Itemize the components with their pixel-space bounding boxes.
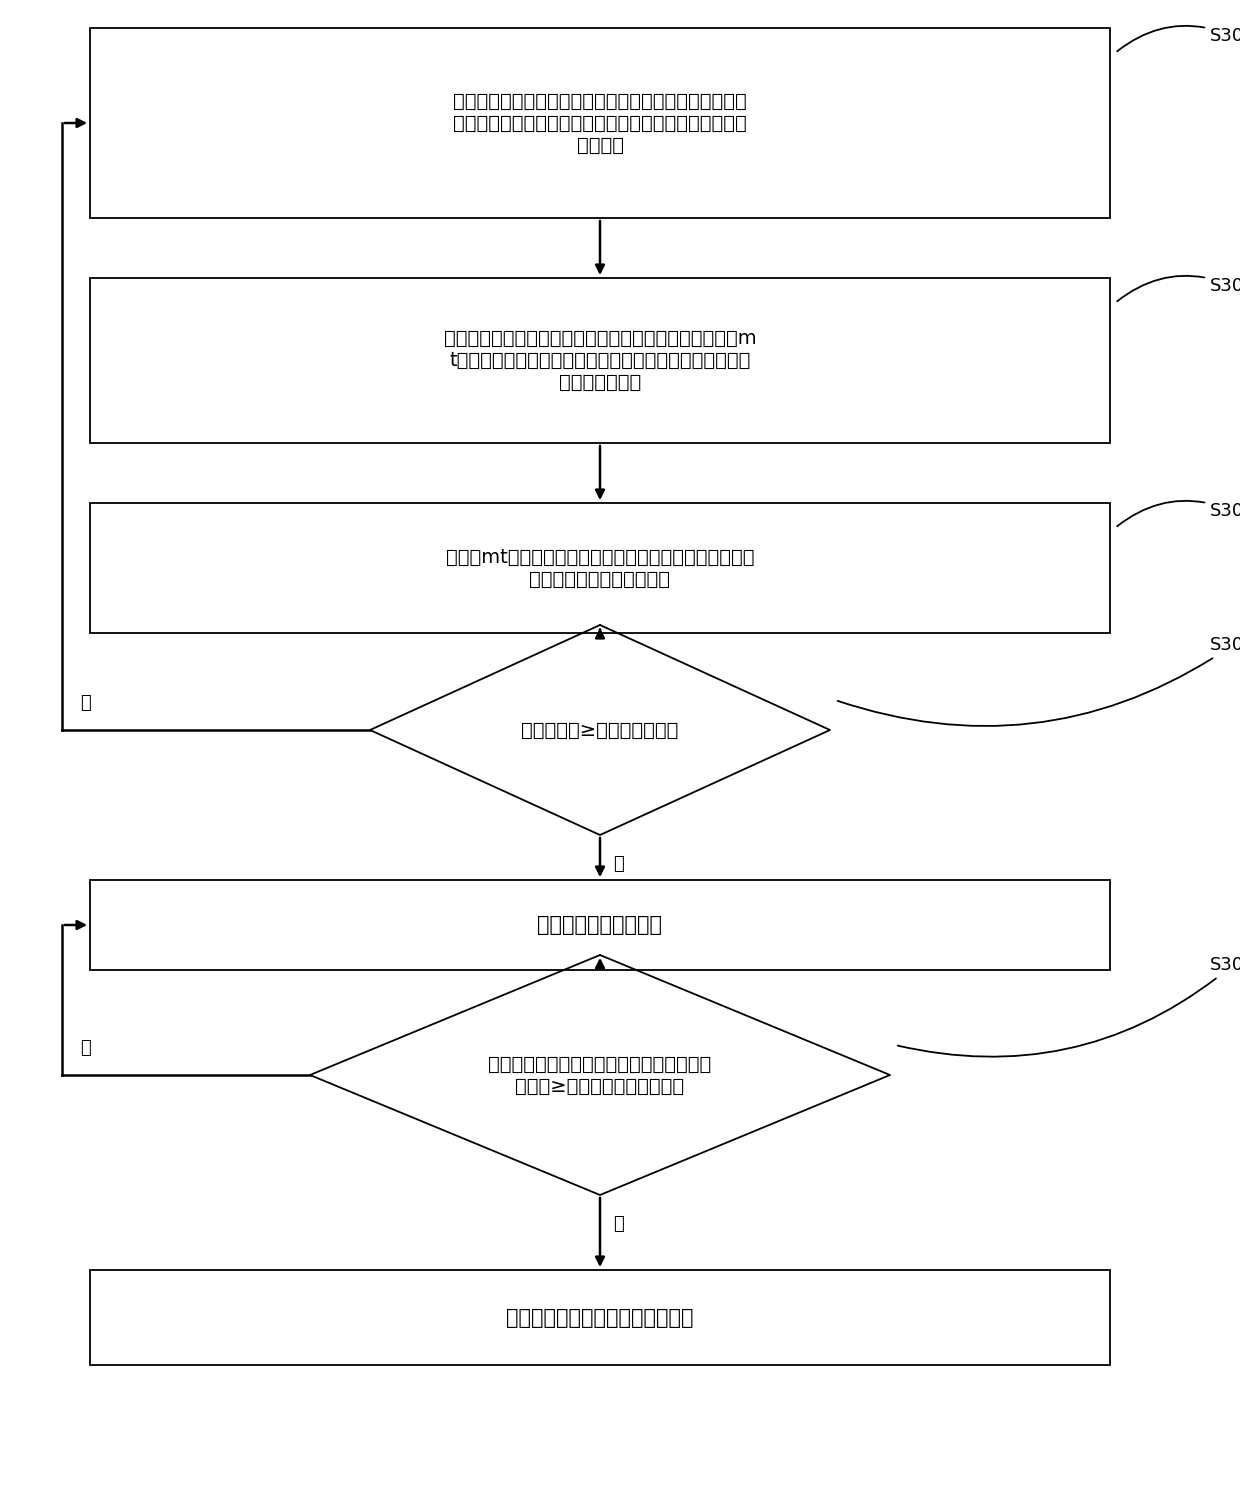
Text: 识别到火焊，并输出火焊报警信号: 识别到火焊，并输出火焊报警信号 bbox=[506, 1307, 693, 1328]
Text: 是: 是 bbox=[613, 1215, 624, 1233]
Text: 根据在mt时间窗口内的动态信号平均强度以及动态信号离
散性，得到动态信号特征值: 根据在mt时间窗口内的动态信号平均强度以及动态信号离 散性，得到动态信号特征值 bbox=[445, 547, 754, 588]
Text: 根据红外动态信号量化值和紫外动态信号量化值，计算在m
t时间窗口内的动态信号平均强度以及动态信号离散性，并
统计离散性计数: 根据红外动态信号量化值和紫外动态信号量化值，计算在m t时间窗口内的动态信号平均… bbox=[444, 329, 756, 391]
Text: 在一定周期的采样时间获取红外动态信号和紫外动态信号
，分别进行量化，得到红外动态信号量化值和紫外动态信
号量化值: 在一定周期的采样时间获取红外动态信号和紫外动态信号 ，分别进行量化，得到红外动态… bbox=[453, 92, 746, 154]
Text: S302: S302 bbox=[1117, 277, 1240, 301]
Bar bbox=[91, 278, 1110, 443]
Text: 否: 否 bbox=[81, 1040, 91, 1058]
Text: 动态信号特征值与背景噪声信号特征值之间
的差値≥识别信号特征值门限？: 动态信号特征值与背景噪声信号特征值之间 的差値≥识别信号特征值门限？ bbox=[489, 1055, 712, 1095]
Bar bbox=[91, 879, 1110, 970]
Text: 否: 否 bbox=[81, 694, 91, 712]
Text: S303: S303 bbox=[1117, 500, 1240, 526]
Text: S304: S304 bbox=[838, 636, 1240, 725]
Bar bbox=[91, 1271, 1110, 1364]
Bar bbox=[91, 29, 1110, 218]
Text: S301: S301 bbox=[1117, 26, 1240, 51]
Text: 是: 是 bbox=[613, 855, 624, 873]
Bar bbox=[91, 503, 1110, 633]
Text: 进行消除背景噪声处理: 进行消除背景噪声处理 bbox=[537, 916, 662, 935]
Text: 离散性计数≥有效计数门限？: 离散性计数≥有效计数门限？ bbox=[521, 721, 678, 739]
Text: S305: S305 bbox=[898, 956, 1240, 1056]
